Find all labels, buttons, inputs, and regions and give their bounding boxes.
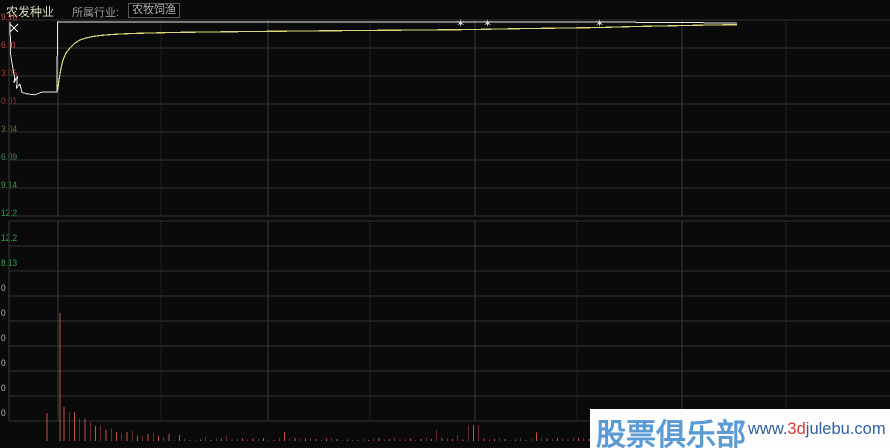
svg-text:✶: ✶ <box>456 18 465 30</box>
svg-text:✶: ✶ <box>595 18 604 30</box>
svg-text:✶: ✶ <box>483 18 492 30</box>
